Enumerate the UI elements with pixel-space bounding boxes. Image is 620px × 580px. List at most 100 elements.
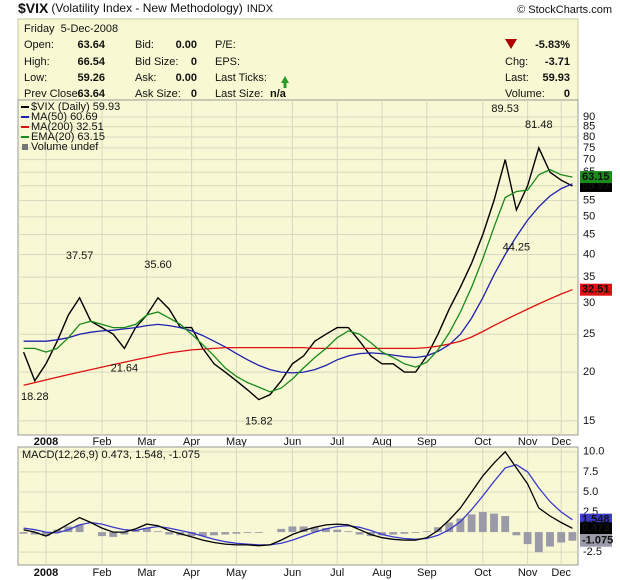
legend-value: 59.93	[93, 101, 121, 113]
series-line	[22, 145, 573, 401]
quote-label: P/E:	[215, 39, 236, 51]
x-tick-label: Mar	[137, 567, 156, 579]
y-tick-label: 55	[583, 194, 595, 206]
histogram-bar	[19, 532, 28, 534]
histogram-bar	[333, 529, 342, 533]
legend-name: MA(200)	[31, 121, 73, 133]
histogram-bar	[467, 514, 476, 533]
histogram-bar	[512, 532, 521, 536]
y-tick-label: -2.5	[583, 546, 602, 558]
histogram-bar	[344, 531, 353, 533]
histogram-bar	[210, 532, 218, 536]
quote-label: EPS:	[215, 56, 240, 68]
histogram-bar	[490, 513, 498, 533]
volume-label: Volume undef	[31, 141, 99, 153]
end-label: 0.473	[582, 522, 610, 534]
x-tick-label: Nov	[518, 567, 538, 579]
legend-name: EMA(20)	[31, 131, 74, 143]
x-tick-label: Sep	[417, 567, 437, 579]
histogram-bar	[277, 528, 286, 533]
quote-label: Prev Close:	[24, 88, 81, 100]
x-tick-label: Jun	[284, 567, 302, 579]
x-tick-label: Jul	[330, 567, 344, 579]
histogram-bar	[422, 531, 431, 533]
x-tick-label: Dec	[551, 436, 571, 448]
histogram-bar	[221, 532, 230, 535]
histogram-bar	[75, 524, 84, 533]
plot-area	[17, 99, 579, 436]
histogram-bar	[254, 532, 263, 533]
quote-label: High:	[24, 56, 50, 68]
histogram-bar	[456, 518, 465, 533]
quote-label: Ask Size:	[135, 88, 181, 100]
title: $VIX (Volatility Index - New Methodology)…	[18, 0, 274, 16]
quote-label: Last Ticks:	[215, 72, 267, 84]
histogram-bar	[142, 528, 151, 533]
x-tick-label: Aug	[372, 567, 392, 579]
y-tick-label: 35	[583, 271, 595, 283]
y-tick-label: 5.0	[583, 486, 598, 498]
end-label: 32.51	[582, 284, 610, 296]
legend-text: $VIX (Daily) 59.93	[31, 101, 120, 113]
histogram-bar	[534, 532, 543, 553]
legend-text: EMA(20) 63.15	[31, 131, 105, 143]
histogram-bar	[232, 532, 241, 534]
y-tick-label: 20	[583, 366, 595, 378]
histogram-bar	[546, 532, 554, 547]
x-tick-label: 2008	[34, 436, 58, 448]
series-line	[23, 450, 573, 547]
y-tick-label: 15	[583, 415, 595, 427]
histogram-bar	[98, 532, 106, 537]
end-label: 63.15	[582, 171, 610, 183]
y-tick-label: 50	[583, 211, 595, 223]
extreme-label: 89.53	[491, 103, 519, 115]
histogram-bar	[299, 526, 308, 533]
quote-value: 59.26	[77, 72, 105, 84]
legend-text: MA(200) 32.51	[31, 121, 104, 133]
histogram-bar	[187, 532, 196, 537]
legend-value: 63.15	[77, 131, 105, 143]
quote-value: 63.64	[77, 88, 105, 100]
histogram-bar	[445, 522, 454, 533]
series-line	[23, 289, 573, 386]
last-ticks-arrow	[281, 76, 289, 88]
quote-label: Bid Size:	[135, 56, 178, 68]
histogram-bar	[30, 532, 39, 535]
histogram-bar	[109, 532, 118, 537]
y-tick-label: 10.0	[583, 446, 604, 458]
series-line	[23, 463, 573, 546]
quote-value: n/a	[270, 88, 287, 100]
quote-value: 0	[191, 88, 197, 100]
end-label-box	[580, 522, 612, 535]
x-tick-label: Jun	[284, 436, 302, 448]
x-tick-label: Nov	[518, 436, 538, 448]
histogram-bar	[378, 532, 386, 536]
end-label-box	[580, 534, 612, 547]
quote-value: 0.00	[176, 39, 197, 51]
x-tick-label: Aug	[372, 436, 392, 448]
histogram-bar	[523, 532, 532, 545]
histogram-bar	[120, 532, 129, 535]
quote-label: Last Size:	[215, 88, 263, 100]
end-label-box	[580, 283, 612, 296]
quote-label: Ask:	[135, 72, 156, 84]
extreme-label: 15.82	[245, 416, 273, 428]
x-tick-label: May	[226, 436, 247, 448]
quote-label: Chg:	[505, 56, 528, 68]
quote-value: 0.00	[176, 72, 197, 84]
quote-value: 0	[564, 88, 570, 100]
x-tick-label: Mar	[137, 436, 156, 448]
series-line	[23, 168, 573, 393]
histogram-bar	[165, 532, 174, 535]
histogram-bar	[568, 532, 577, 541]
x-tick-label: May	[226, 567, 247, 579]
symbol: $VIX	[18, 0, 49, 16]
y-tick-label: 40	[583, 248, 595, 260]
change-pct: -5.83%	[535, 39, 570, 51]
series-line	[23, 183, 573, 374]
x-tick-label: Oct	[474, 567, 491, 579]
y-tick-label: 75	[583, 142, 595, 154]
histogram-bar	[243, 532, 252, 533]
histogram-bar	[501, 516, 510, 533]
